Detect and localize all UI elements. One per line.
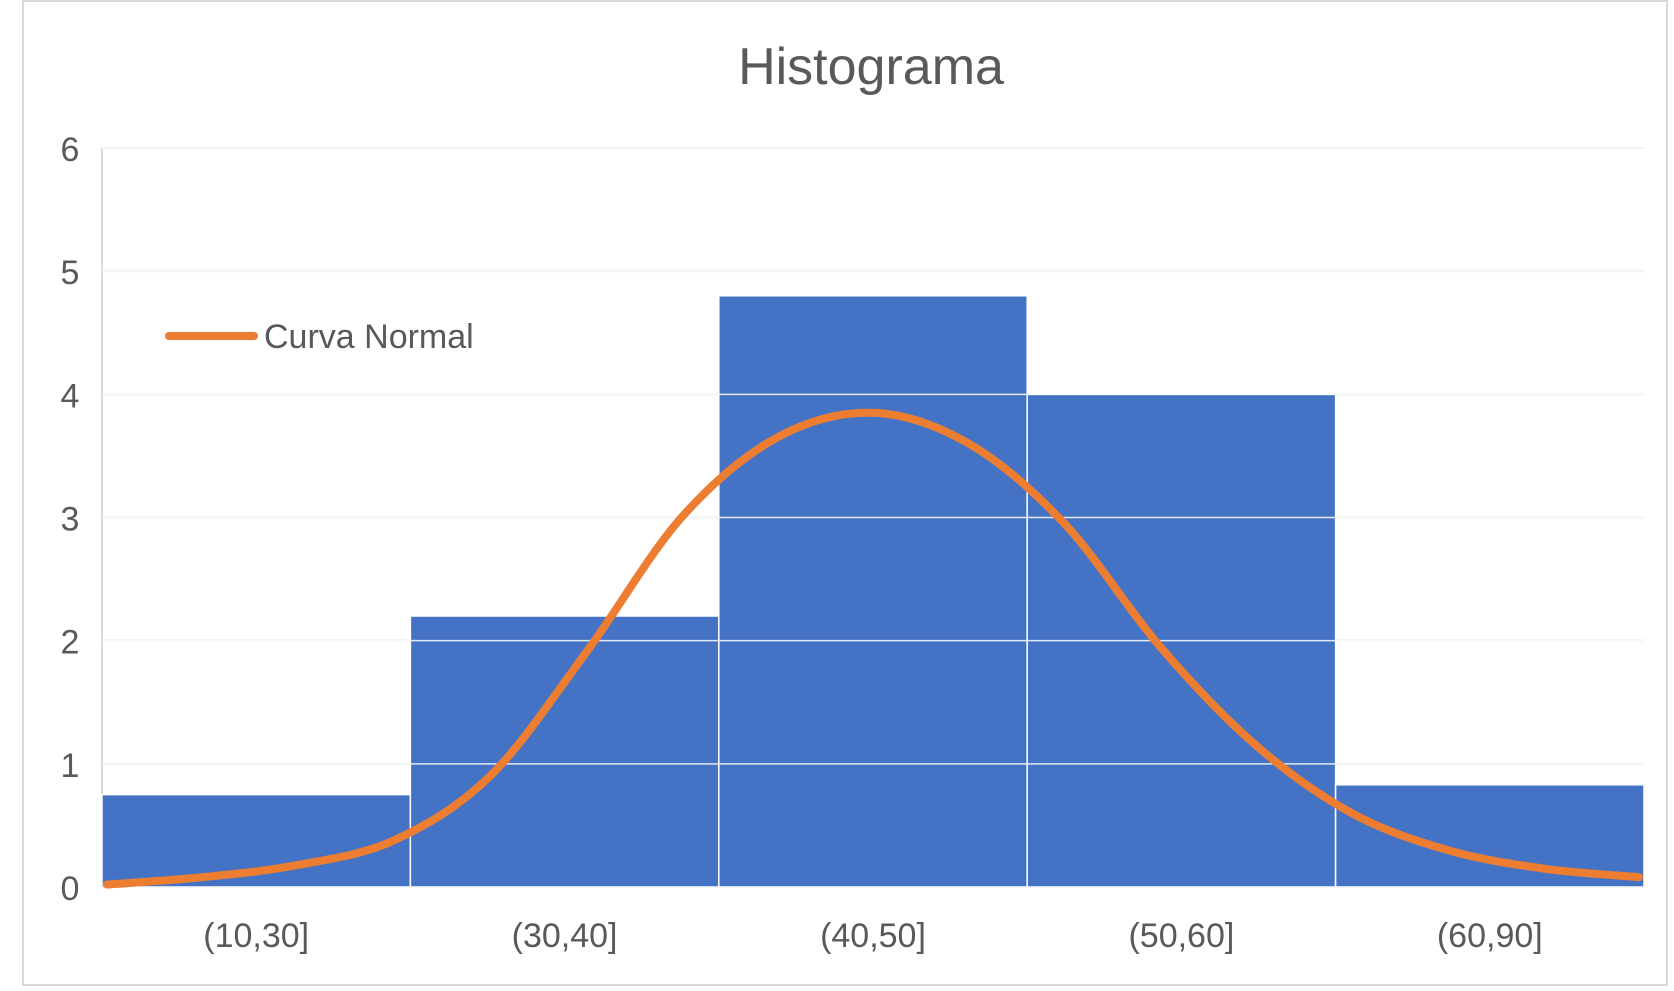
gridlines-over-bars [102, 147, 1644, 765]
bars [101, 295, 1645, 888]
chart-title: Histograma [738, 38, 1004, 96]
y-axis: 0 1 2 3 4 5 6 [61, 131, 80, 908]
normal-curve [103, 408, 1643, 889]
y-tick-label: 5 [61, 254, 80, 292]
y-tick-label: 2 [61, 624, 80, 662]
x-tick-label: (30,40] [512, 917, 618, 955]
y-tick-label: 6 [61, 131, 80, 169]
x-axis: (10,30] (30,40] (40,50] (50,60] (60,90] [203, 917, 1542, 955]
histogram-chart: Histograma 0 1 2 3 4 5 6 (10,30] (30,40] (40,50]… [61, 38, 1645, 955]
x-tick-label: (10,30] [203, 917, 309, 955]
legend: Curva Normal [165, 318, 474, 356]
y-tick-label: 0 [61, 870, 80, 908]
x-tick-label: (50,60] [1128, 917, 1234, 955]
x-tick-label: (40,50] [820, 917, 926, 955]
bar-2 [718, 295, 1028, 888]
x-tick-label: (60,90] [1437, 917, 1543, 955]
y-tick-label: 4 [61, 377, 80, 415]
y-tick-label: 1 [61, 747, 80, 785]
series-line-curva-normal [103, 408, 1643, 889]
legend-label-curva-normal: Curva Normal [264, 318, 474, 356]
y-tick-label: 3 [61, 501, 80, 539]
bar-1 [409, 615, 720, 888]
chart-area: Histograma 0 1 2 3 4 5 6 (10,30] (30,40] (40,50]… [22, 0, 1668, 986]
